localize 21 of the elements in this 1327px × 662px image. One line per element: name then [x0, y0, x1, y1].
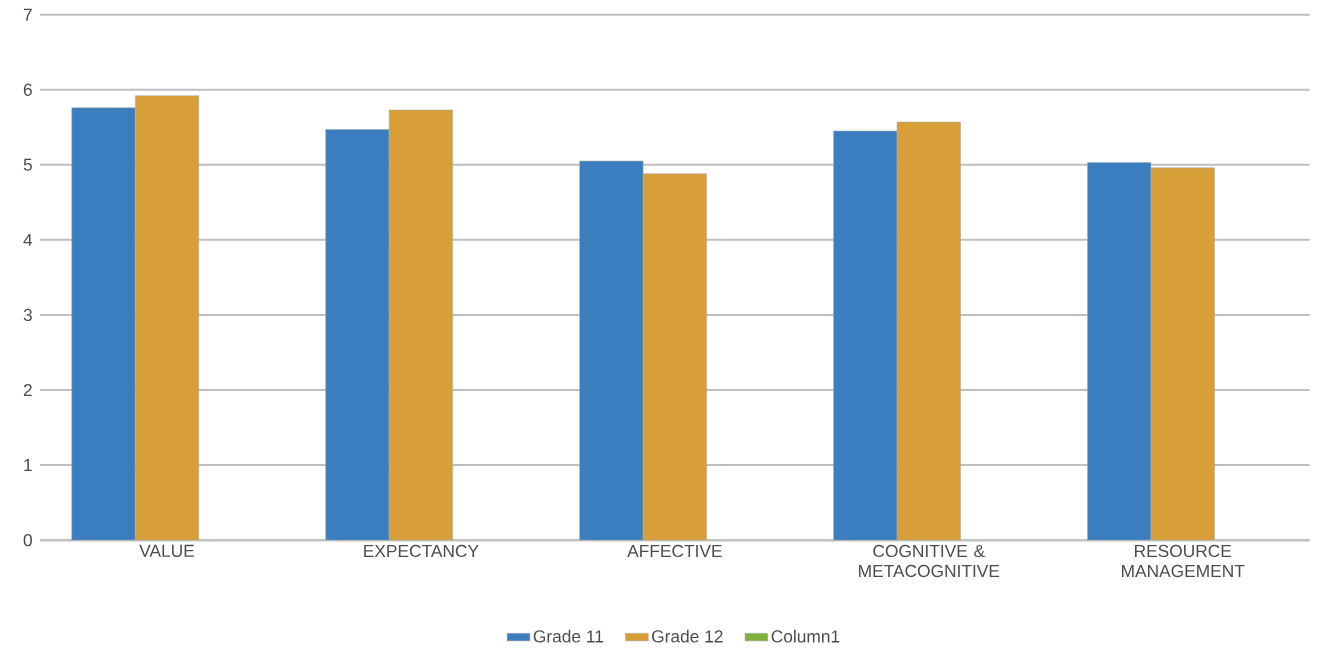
- x-tick-label: RESOURCE MANAGEMENT: [1122, 545, 1245, 578]
- y-tick-label: 1: [24, 459, 32, 472]
- x-tick-label: COGNITIVE & METACOGNITIVE: [859, 545, 1000, 578]
- y-tick-label: 5: [23, 159, 32, 172]
- bar: [896, 122, 961, 541]
- bar: [642, 173, 707, 541]
- x-tick-label: EXPECTANCY: [364, 545, 479, 558]
- bar: [1150, 167, 1215, 541]
- x-tick-label: VALUE: [139, 545, 195, 558]
- y-tick-label: 0: [23, 534, 32, 547]
- y-tick-label: 7: [23, 8, 32, 21]
- y-tick-label: 6: [23, 83, 32, 97]
- legend-label: Grade 12: [652, 630, 723, 643]
- y-tick-label: 2: [23, 384, 32, 397]
- y-tick-label: 3: [23, 309, 32, 322]
- legend-label: Column1: [771, 630, 840, 643]
- y-tick-label: 4: [23, 234, 33, 247]
- x-tick-label: AFFECTIVE: [627, 545, 722, 558]
- bar: [388, 109, 453, 541]
- legend-label: Grade 11: [533, 630, 604, 643]
- bar: [134, 95, 199, 541]
